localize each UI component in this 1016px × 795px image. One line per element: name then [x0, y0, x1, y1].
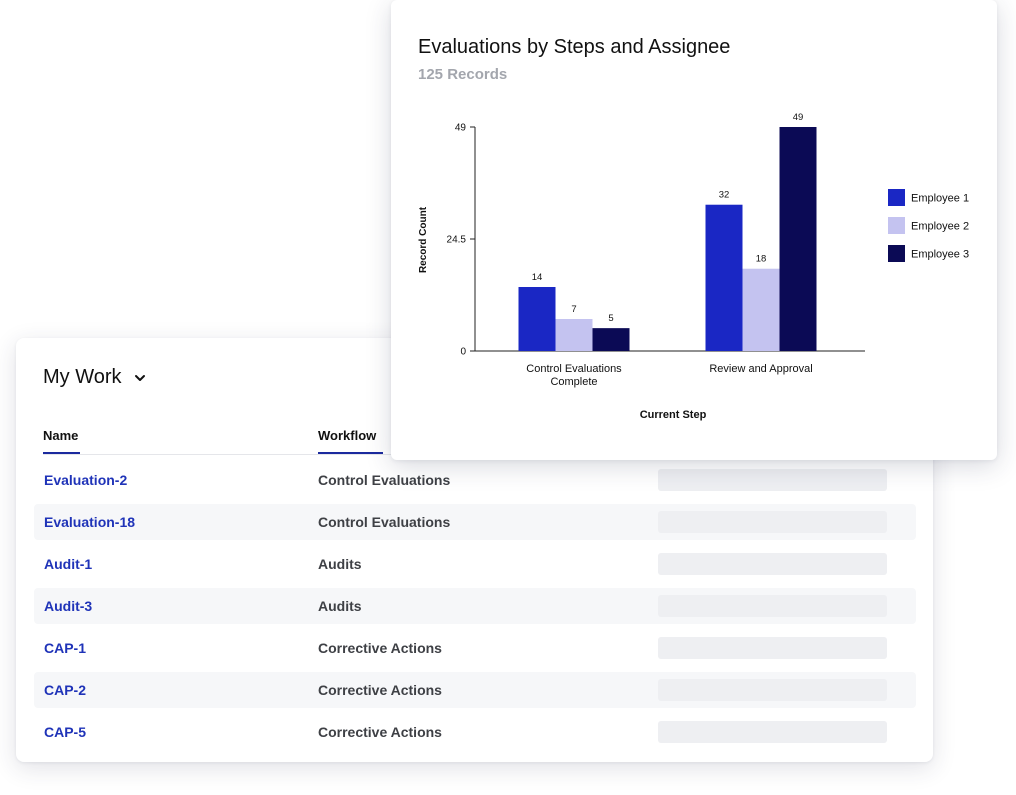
row-placeholder [658, 511, 887, 533]
row-workflow: Audits [318, 598, 362, 614]
table-row[interactable]: Evaluation-2 Control Evaluations [34, 462, 916, 498]
row-placeholder [658, 595, 887, 617]
row-placeholder [658, 469, 887, 491]
table-row[interactable]: CAP-5 Corrective Actions [34, 714, 916, 750]
bar [742, 268, 780, 351]
bar-data-label: 5 [608, 313, 613, 324]
column-header-workflow[interactable]: Workflow [318, 428, 377, 443]
legend-swatch [888, 245, 905, 262]
legend-entry: Employee 1 [911, 193, 969, 205]
chart-card: Evaluations by Steps and Assignee 125 Re… [391, 0, 997, 460]
row-placeholder [658, 679, 887, 701]
my-work-header: My Work [43, 366, 148, 389]
x-tick-label: Control Evaluations [526, 363, 622, 375]
bar-data-label: 7 [571, 304, 576, 315]
table-row[interactable]: CAP-1 Corrective Actions [34, 630, 916, 666]
workflow-column-underline [318, 452, 383, 454]
bar-data-label: 18 [756, 254, 767, 265]
chart-subtitle: 125 Records [418, 66, 508, 83]
column-header-name[interactable]: Name [43, 428, 79, 443]
bar [705, 204, 743, 351]
row-name-link[interactable]: CAP-5 [44, 724, 87, 740]
work-table: Evaluation-2 Control Evaluations Evaluat… [34, 462, 916, 756]
table-row[interactable]: Audit-1 Audits [34, 546, 916, 582]
bar [555, 319, 593, 351]
y-axis-label: Record Count [418, 206, 429, 273]
legend-swatch [888, 217, 905, 234]
row-placeholder [658, 637, 887, 659]
row-placeholder [658, 553, 887, 575]
legend-entry: Employee 3 [911, 249, 969, 261]
x-tick-label: Review and Approval [709, 363, 812, 375]
row-name-link[interactable]: CAP-1 [44, 640, 87, 656]
y-tick-label: 49 [455, 123, 467, 134]
bar-chart: 0 24.5 49 Record Count 14 7 5 Control Evaluatio… [418, 112, 969, 421]
table-row[interactable]: Audit-3 Audits [34, 588, 916, 624]
row-name-link[interactable]: Audit-1 [44, 556, 93, 572]
row-workflow: Control Evaluations [318, 514, 451, 530]
row-workflow: Corrective Actions [318, 640, 442, 656]
bar [592, 328, 630, 351]
row-workflow: Audits [318, 556, 362, 572]
row-name-link[interactable]: Evaluation-18 [44, 514, 136, 530]
bar-data-label: 14 [532, 272, 543, 283]
bar [779, 127, 817, 351]
legend-entry: Employee 2 [911, 221, 969, 233]
table-row[interactable]: CAP-2 Corrective Actions [34, 672, 916, 708]
row-placeholder [658, 721, 887, 743]
x-tick-label: Complete [550, 376, 597, 388]
bar-data-label: 49 [793, 112, 804, 123]
row-workflow: Control Evaluations [318, 472, 451, 488]
header-divider [43, 454, 393, 455]
chevron-down-icon[interactable] [132, 370, 148, 386]
legend-swatch [888, 189, 905, 206]
y-tick-label: 24.5 [447, 235, 467, 246]
x-axis-label: Current Step [640, 409, 707, 421]
row-workflow: Corrective Actions [318, 682, 442, 698]
table-row[interactable]: Evaluation-18 Control Evaluations [34, 504, 916, 540]
y-tick-label: 0 [460, 347, 466, 358]
row-workflow: Corrective Actions [318, 724, 442, 740]
row-name-link[interactable]: CAP-2 [44, 682, 87, 698]
bar-data-label: 32 [719, 190, 730, 201]
chart-title: Evaluations by Steps and Assignee [418, 36, 731, 58]
my-work-title: My Work [43, 366, 122, 388]
name-column-underline [43, 452, 80, 454]
bar [518, 287, 556, 351]
row-name-link[interactable]: Evaluation-2 [44, 472, 128, 488]
row-name-link[interactable]: Audit-3 [44, 598, 93, 614]
